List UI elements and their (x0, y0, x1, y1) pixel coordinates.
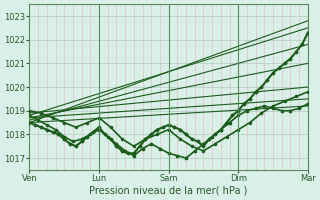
X-axis label: Pression niveau de la mer( hPa ): Pression niveau de la mer( hPa ) (90, 186, 248, 196)
